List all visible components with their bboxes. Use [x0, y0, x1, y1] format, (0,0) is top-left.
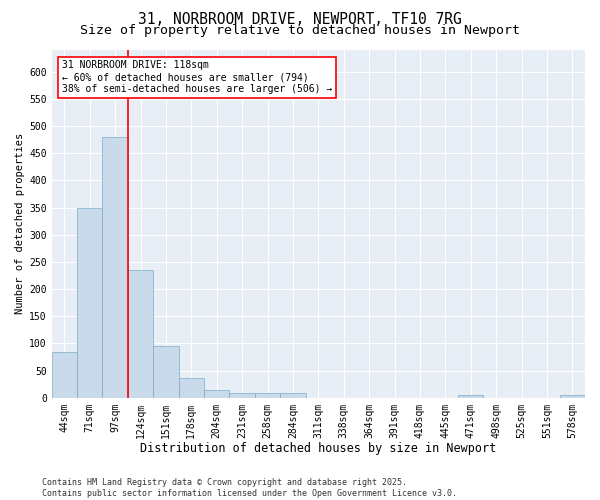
Y-axis label: Number of detached properties: Number of detached properties [15, 133, 25, 314]
Bar [560, 395, 585, 398]
Text: 31 NORBROOM DRIVE: 118sqm
← 60% of detached houses are smaller (794)
38% of semi: 31 NORBROOM DRIVE: 118sqm ← 60% of detac… [62, 60, 332, 94]
Bar [128, 270, 153, 398]
Text: 31, NORBROOM DRIVE, NEWPORT, TF10 7RG: 31, NORBROOM DRIVE, NEWPORT, TF10 7RG [138, 12, 462, 28]
Text: Size of property relative to detached houses in Newport: Size of property relative to detached ho… [80, 24, 520, 37]
Bar [153, 346, 179, 398]
Bar [103, 137, 128, 398]
Text: Contains HM Land Registry data © Crown copyright and database right 2025.
Contai: Contains HM Land Registry data © Crown c… [42, 478, 457, 498]
Bar [52, 352, 77, 398]
Bar [280, 394, 305, 398]
Bar [204, 390, 229, 398]
Bar [77, 208, 103, 398]
Bar [458, 395, 484, 398]
X-axis label: Distribution of detached houses by size in Newport: Distribution of detached houses by size … [140, 442, 496, 455]
Bar [255, 394, 280, 398]
Bar [179, 378, 204, 398]
Bar [229, 394, 255, 398]
